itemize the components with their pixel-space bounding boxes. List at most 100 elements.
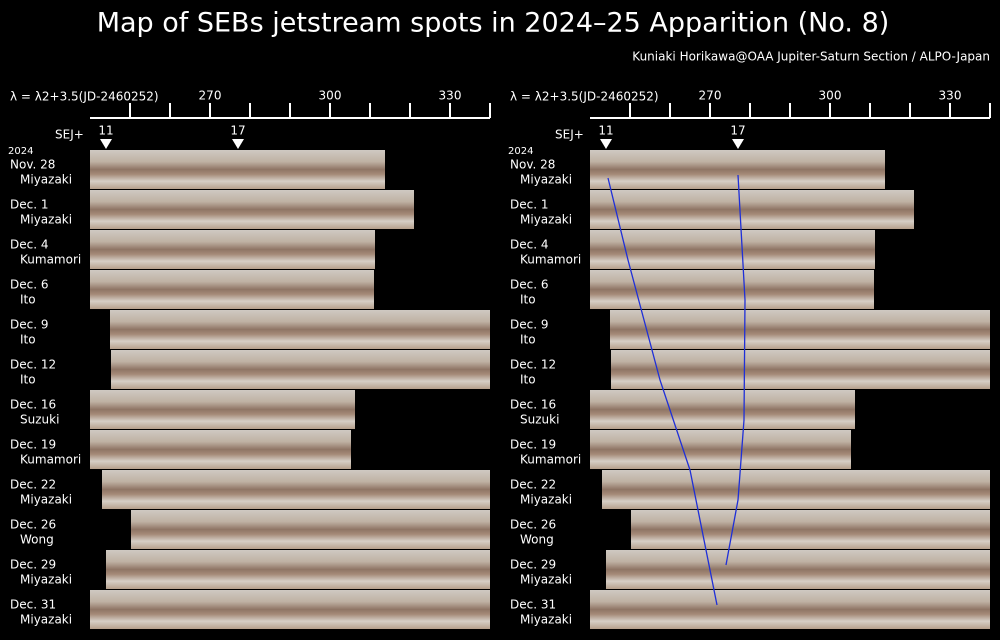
row-date: Dec. 19 [10, 438, 56, 452]
spot-marker [732, 139, 744, 149]
image-strip [90, 590, 490, 629]
image-strip [90, 430, 351, 469]
row-date: Dec. 29 [510, 558, 556, 572]
image-strip [90, 190, 414, 229]
row-date: Dec. 12 [510, 358, 556, 372]
spot-header: SEJ+ [555, 128, 584, 142]
image-strip [590, 430, 851, 469]
row-observer: Miyazaki [20, 573, 72, 587]
title: Map of SEBs jetstream spots in 2024–25 A… [97, 8, 890, 39]
image-strip [111, 350, 490, 389]
row-observer: Ito [20, 373, 36, 387]
spot-header: SEJ+ [55, 128, 84, 142]
row-observer: Wong [520, 533, 554, 547]
row-observer: Ito [20, 293, 36, 307]
row-date: Dec. 6 [510, 278, 548, 292]
image-strip [102, 470, 490, 509]
row-date: Nov. 28 [10, 158, 55, 172]
row-observer: Suzuki [20, 413, 59, 427]
axis-formula: λ = λ2+3.5(JD-2460252) [10, 90, 159, 104]
spot-marker [232, 139, 244, 149]
tick-label: 330 [439, 89, 462, 103]
image-strip [90, 270, 374, 309]
panel: λ = λ2+3.5(JD-2460252) 270 300 330 SEJ+ 11 17 2… [508, 89, 991, 629]
row-observer: Miyazaki [20, 613, 72, 627]
row-date: Dec. 29 [10, 558, 56, 572]
row-observer: Miyazaki [520, 213, 572, 227]
row-observer: Kumamori [20, 253, 81, 267]
image-strip [106, 550, 490, 589]
row-observer: Suzuki [520, 413, 559, 427]
row-date: Dec. 9 [10, 318, 48, 332]
row-observer: Miyazaki [20, 213, 72, 227]
row-date: Dec. 31 [10, 598, 56, 612]
row-date: Dec. 31 [510, 598, 556, 612]
tick-label: 300 [819, 89, 842, 103]
row-date: Dec. 22 [510, 478, 556, 492]
image-strip [631, 510, 990, 549]
image-strip [610, 310, 990, 349]
row-observer: Miyazaki [20, 493, 72, 507]
row-date: Dec. 9 [510, 318, 548, 332]
image-strip [606, 550, 990, 589]
image-strip [90, 390, 355, 429]
row-date: Dec. 4 [10, 238, 48, 252]
year: 2024 [8, 146, 33, 157]
track-spot-11 [607, 177, 718, 606]
row-date: Dec. 26 [10, 518, 56, 532]
row-observer: Miyazaki [520, 173, 572, 187]
row-date: Dec. 4 [510, 238, 548, 252]
spot-label: 17 [230, 124, 245, 138]
row-date: Nov. 28 [510, 158, 555, 172]
row-observer: Ito [20, 333, 36, 347]
spot-marker [600, 139, 612, 149]
drift-tracks [607, 174, 746, 606]
year: 2024 [508, 146, 533, 157]
row-observer: Kumamori [20, 453, 81, 467]
image-strip [590, 150, 885, 189]
row-observer: Kumamori [520, 253, 581, 267]
axis-formula: λ = λ2+3.5(JD-2460252) [510, 90, 659, 104]
row-date: Dec. 16 [510, 398, 556, 412]
image-strip [602, 470, 990, 509]
row-observer: Miyazaki [520, 573, 572, 587]
row-date: Dec. 6 [10, 278, 48, 292]
credit: Kuniaki Horikawa@OAA Jupiter-Saturn Sect… [632, 50, 990, 64]
row-observer: Wong [20, 533, 54, 547]
image-strip [590, 190, 914, 229]
tick-label: 330 [939, 89, 962, 103]
image-strip [90, 230, 375, 269]
spot-label: 17 [730, 124, 745, 138]
tick-label: 270 [199, 89, 222, 103]
track-spot-17 [725, 174, 746, 566]
image-strip [590, 230, 875, 269]
image-strip [590, 590, 990, 629]
row-observer: Miyazaki [520, 613, 572, 627]
tick-label: 270 [699, 89, 722, 103]
row-date: Dec. 22 [10, 478, 56, 492]
row-date: Dec. 12 [10, 358, 56, 372]
panel: λ = λ2+3.5(JD-2460252) 270 300 330 SEJ+ 11 17 2… [8, 89, 491, 629]
row-observer: Miyazaki [20, 173, 72, 187]
row-observer: Kumamori [520, 453, 581, 467]
row-observer: Ito [520, 373, 536, 387]
image-strip [611, 350, 990, 389]
row-date: Dec. 1 [10, 198, 48, 212]
image-strip [90, 150, 385, 189]
image-strip [110, 310, 490, 349]
row-observer: Ito [520, 333, 536, 347]
image-strip [590, 390, 855, 429]
row-date: Dec. 1 [510, 198, 548, 212]
spot-label: 11 [98, 124, 113, 138]
row-observer: Ito [520, 293, 536, 307]
image-strip [590, 270, 874, 309]
tick-label: 300 [319, 89, 342, 103]
row-date: Dec. 26 [510, 518, 556, 532]
image-strip [131, 510, 490, 549]
spot-label: 11 [598, 124, 613, 138]
spot-marker [100, 139, 112, 149]
row-date: Dec. 16 [10, 398, 56, 412]
panels: λ = λ2+3.5(JD-2460252) 270 300 330 SEJ+ 11 17 2… [8, 89, 991, 629]
row-observer: Miyazaki [520, 493, 572, 507]
